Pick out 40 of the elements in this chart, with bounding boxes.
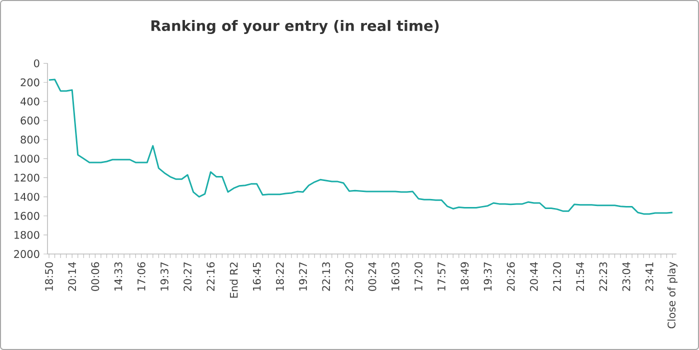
x-tick-label: 19:27 xyxy=(299,262,307,291)
x-tick-label: 20:26 xyxy=(506,262,515,291)
y-tick-label: 400 xyxy=(20,97,40,106)
y-tick-label: 2000 xyxy=(14,250,40,258)
x-tick-label: 16:45 xyxy=(252,262,261,291)
y-tick-label: 1400 xyxy=(14,192,40,201)
x-tick-label: 19:37 xyxy=(484,262,492,291)
chart-title: Ranking of your entry (in real time) xyxy=(151,20,439,34)
x-tick-label: 00:06 xyxy=(91,262,100,291)
x-tick-label: 18:22 xyxy=(276,262,284,291)
x-tick-label: 18:49 xyxy=(460,262,469,291)
y-tick-label: 1800 xyxy=(14,230,40,239)
x-tick-label: 22:13 xyxy=(322,262,330,291)
x-tick-label: 22:16 xyxy=(206,262,215,291)
x-tick-label: 19:37 xyxy=(160,262,168,291)
y-tick-label: 1600 xyxy=(14,212,40,220)
x-tick-label: 22:23 xyxy=(599,262,608,291)
x-tick-label: 21:54 xyxy=(576,262,584,291)
y-tick-label: 0 xyxy=(34,59,40,68)
y-tick-label: 600 xyxy=(20,116,40,124)
x-tick-label: 16:03 xyxy=(391,262,400,291)
x-tick-label: 23:04 xyxy=(622,262,630,291)
x-tick-label: 17:57 xyxy=(438,262,446,291)
y-tick-label: 1200 xyxy=(14,174,40,182)
y-tick-label: 800 xyxy=(20,136,40,144)
y-tick-label: 1000 xyxy=(14,154,40,163)
x-tick-label: 23:41 xyxy=(645,262,654,291)
x-tick-label: 14:33 xyxy=(114,262,122,291)
x-tick-label: Close of play xyxy=(667,262,678,328)
x-tick-label: 17:20 xyxy=(414,262,422,291)
x-tick-label: 20:27 xyxy=(184,262,192,291)
x-tick-label: 20:14 xyxy=(68,262,76,291)
x-tick-label: 00:24 xyxy=(368,262,376,291)
x-tick-label: 17:06 xyxy=(137,262,146,291)
x-tick-label: 20:44 xyxy=(530,262,538,291)
y-tick-label: 200 xyxy=(20,78,40,86)
x-tick-label: 23:20 xyxy=(345,262,354,291)
x-tick-label: 18:50 xyxy=(45,262,53,291)
x-tick-label: 21:20 xyxy=(553,262,561,291)
x-tick-label: End R2 xyxy=(230,262,238,298)
